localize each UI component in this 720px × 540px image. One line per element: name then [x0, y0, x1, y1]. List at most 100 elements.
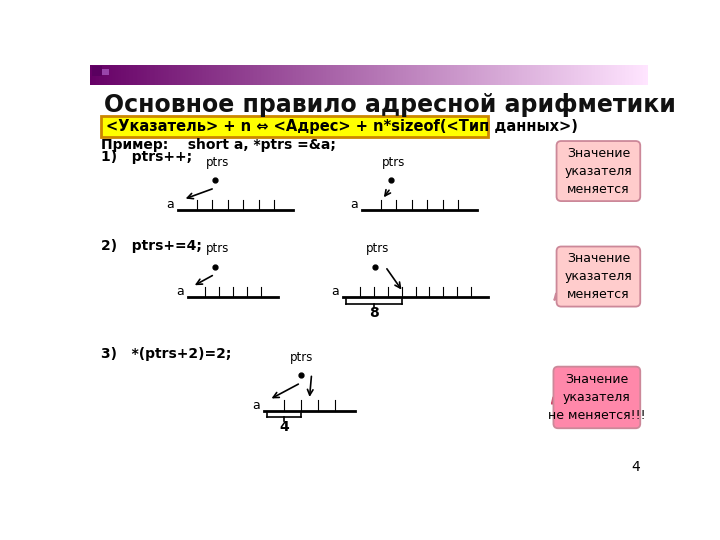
Bar [262, 65, 264, 85]
Bar [325, 65, 327, 85]
Bar [347, 65, 349, 85]
Bar [554, 65, 555, 85]
Bar [148, 65, 149, 85]
Bar [363, 65, 364, 85]
Bar [456, 65, 457, 85]
Bar [453, 65, 467, 86]
Bar [640, 65, 642, 85]
Bar [243, 65, 258, 86]
FancyBboxPatch shape [557, 141, 640, 201]
Bar [371, 65, 372, 85]
Bar [96, 65, 98, 85]
Bar [172, 65, 174, 85]
Bar [200, 65, 202, 85]
Bar [251, 65, 253, 85]
Bar [513, 65, 515, 85]
Bar [381, 173, 401, 188]
Bar [614, 65, 616, 85]
Bar [492, 65, 493, 85]
Bar [223, 65, 225, 85]
Bar [287, 65, 289, 85]
Bar [449, 65, 451, 85]
Text: ptrs: ptrs [205, 242, 229, 255]
Bar [137, 65, 138, 85]
Bar [405, 65, 406, 85]
Bar [188, 65, 189, 85]
Bar [628, 65, 629, 85]
Bar [644, 65, 645, 85]
Bar [217, 65, 219, 85]
Bar [230, 65, 231, 85]
Bar [577, 65, 578, 85]
Bar [566, 65, 567, 85]
Text: 4: 4 [279, 420, 289, 434]
Bar [544, 65, 546, 85]
Bar [369, 65, 371, 85]
Bar [398, 65, 400, 85]
Bar [477, 65, 479, 85]
Bar [107, 65, 109, 85]
Bar [495, 65, 496, 85]
Bar [389, 65, 391, 85]
Bar [117, 65, 118, 85]
Bar [199, 65, 200, 85]
Bar [524, 65, 526, 85]
Bar [341, 65, 343, 85]
Bar [391, 65, 392, 85]
Bar [588, 65, 589, 85]
Bar [516, 65, 518, 85]
Text: a: a [176, 286, 184, 299]
Bar [397, 65, 398, 85]
Bar [106, 65, 107, 85]
Bar [276, 65, 277, 85]
Bar [472, 65, 473, 85]
Bar [465, 65, 467, 85]
Bar [152, 65, 153, 85]
Bar [332, 65, 333, 85]
Bar [383, 65, 397, 86]
Bar [578, 65, 580, 85]
Bar [189, 65, 191, 85]
Bar [467, 65, 468, 85]
Bar [631, 65, 632, 85]
Bar [318, 65, 320, 85]
Bar [210, 65, 211, 85]
Bar [206, 65, 208, 85]
Bar [110, 65, 112, 85]
Bar [413, 65, 414, 85]
Bar [186, 65, 188, 85]
Bar [121, 65, 122, 85]
Bar [606, 65, 621, 86]
Bar [355, 65, 370, 86]
Bar [155, 65, 157, 85]
Bar [231, 65, 233, 85]
Bar [341, 65, 356, 86]
Bar [364, 65, 366, 85]
Bar [598, 65, 600, 85]
Bar [102, 69, 109, 75]
Bar [333, 65, 335, 85]
Bar [214, 65, 215, 85]
Text: a: a [252, 399, 260, 412]
Bar [510, 65, 512, 85]
Bar [493, 65, 495, 85]
Bar [271, 65, 273, 85]
Bar [634, 65, 636, 85]
Bar [301, 65, 302, 85]
Bar [464, 65, 465, 85]
Bar [595, 65, 597, 85]
Bar [114, 65, 117, 85]
Bar [462, 65, 464, 85]
Bar [636, 65, 637, 85]
Bar [242, 65, 243, 85]
Bar [365, 259, 385, 274]
Bar [612, 65, 614, 85]
Bar [358, 65, 360, 85]
Bar [561, 65, 563, 85]
Bar [543, 65, 544, 85]
Bar [425, 65, 426, 85]
Bar [474, 65, 476, 85]
Text: a: a [167, 198, 174, 212]
Bar [625, 65, 626, 85]
Bar [429, 65, 431, 85]
